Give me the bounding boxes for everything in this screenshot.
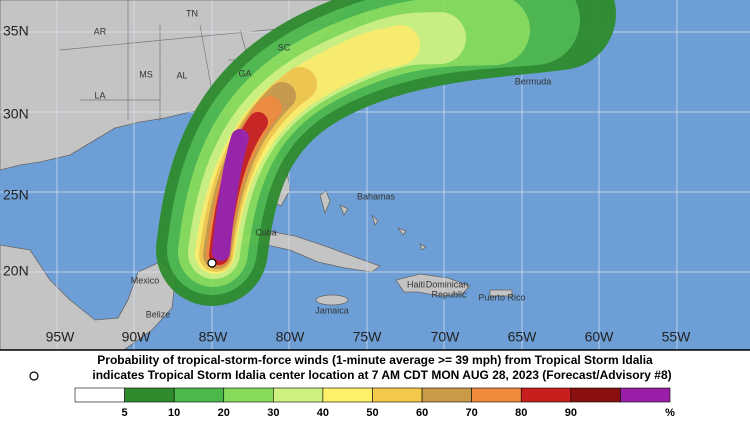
scale-label: 60 xyxy=(416,407,428,419)
scale-swatch xyxy=(620,387,671,403)
place-label: Belize xyxy=(146,309,171,319)
scale-swatch xyxy=(471,387,522,403)
place-label: Bahamas xyxy=(357,191,396,201)
jamaica xyxy=(315,294,349,306)
scale-label: 40 xyxy=(317,407,329,419)
scale-swatch xyxy=(273,387,324,403)
lat-label: 20N xyxy=(3,263,29,279)
place-label: Republic xyxy=(431,289,467,299)
scale-swatch xyxy=(520,387,572,403)
scale-swatch xyxy=(74,387,125,403)
place-label: LA xyxy=(94,90,105,100)
place-label: Cuba xyxy=(255,227,277,237)
scale-swatch xyxy=(570,387,621,403)
lon-label: 60W xyxy=(585,329,615,345)
center-symbol xyxy=(29,371,39,381)
place-label: Puerto Rico xyxy=(478,292,525,302)
lon-label: 75W xyxy=(353,329,383,345)
scale-swatch xyxy=(124,387,175,403)
scale-label: 80 xyxy=(515,407,527,419)
place-label: Dominican xyxy=(426,279,469,289)
scale-swatch xyxy=(223,387,274,403)
lon-label: 55W xyxy=(662,329,692,345)
lon-label: 65W xyxy=(508,329,538,345)
place-label: Haiti xyxy=(407,279,425,289)
puerto-rico xyxy=(489,289,513,297)
place-label: SC xyxy=(278,42,291,52)
lon-label: 85W xyxy=(199,329,229,345)
caption-line: indicates Tropical Storm Idalia center l… xyxy=(92,368,671,382)
wind-probability-cone xyxy=(156,0,616,306)
place-label: AL xyxy=(176,70,187,80)
place-label: Bermuda xyxy=(515,76,552,86)
caption-line: Probability of tropical-storm-force wind… xyxy=(97,353,653,367)
place-label: GA xyxy=(238,68,251,78)
scale-label: 20 xyxy=(218,407,230,419)
scale-label: 10 xyxy=(168,407,180,419)
lon-label: 95W xyxy=(46,329,76,345)
storm-center xyxy=(207,258,217,268)
place-label: TN xyxy=(186,8,198,18)
scale-label: 90 xyxy=(565,407,577,419)
place-label: MS xyxy=(139,69,153,79)
scale-swatch xyxy=(421,387,472,403)
lon-label: 80W xyxy=(276,329,306,345)
place-label: Mexico xyxy=(131,275,160,285)
place-label: Jamaica xyxy=(315,305,349,315)
place-label: AR xyxy=(94,26,107,36)
scale-unit: % xyxy=(665,407,675,419)
scale-label: 30 xyxy=(267,407,279,419)
map: AR TN MS AL GA SC LA Bermuda Bahamas Cub… xyxy=(0,0,750,351)
scale-swatch xyxy=(173,387,225,403)
scale-swatch xyxy=(322,387,373,403)
lat-label: 35N xyxy=(3,23,29,39)
scale-label: 70 xyxy=(466,407,478,419)
band-90 xyxy=(212,129,249,261)
hispaniola xyxy=(395,273,471,297)
bahamas xyxy=(319,190,427,251)
lat-label: 30N xyxy=(3,106,29,122)
lat-label: 25N xyxy=(3,187,29,203)
scale-label: 50 xyxy=(366,407,378,419)
color-scale: 5 10 20 30 40 50 60 70 80 90% xyxy=(74,387,675,419)
lon-label: 90W xyxy=(122,329,152,345)
lon-label: 70W xyxy=(431,329,461,345)
scale-label: 5 xyxy=(122,407,128,419)
scale-swatch xyxy=(372,387,423,403)
